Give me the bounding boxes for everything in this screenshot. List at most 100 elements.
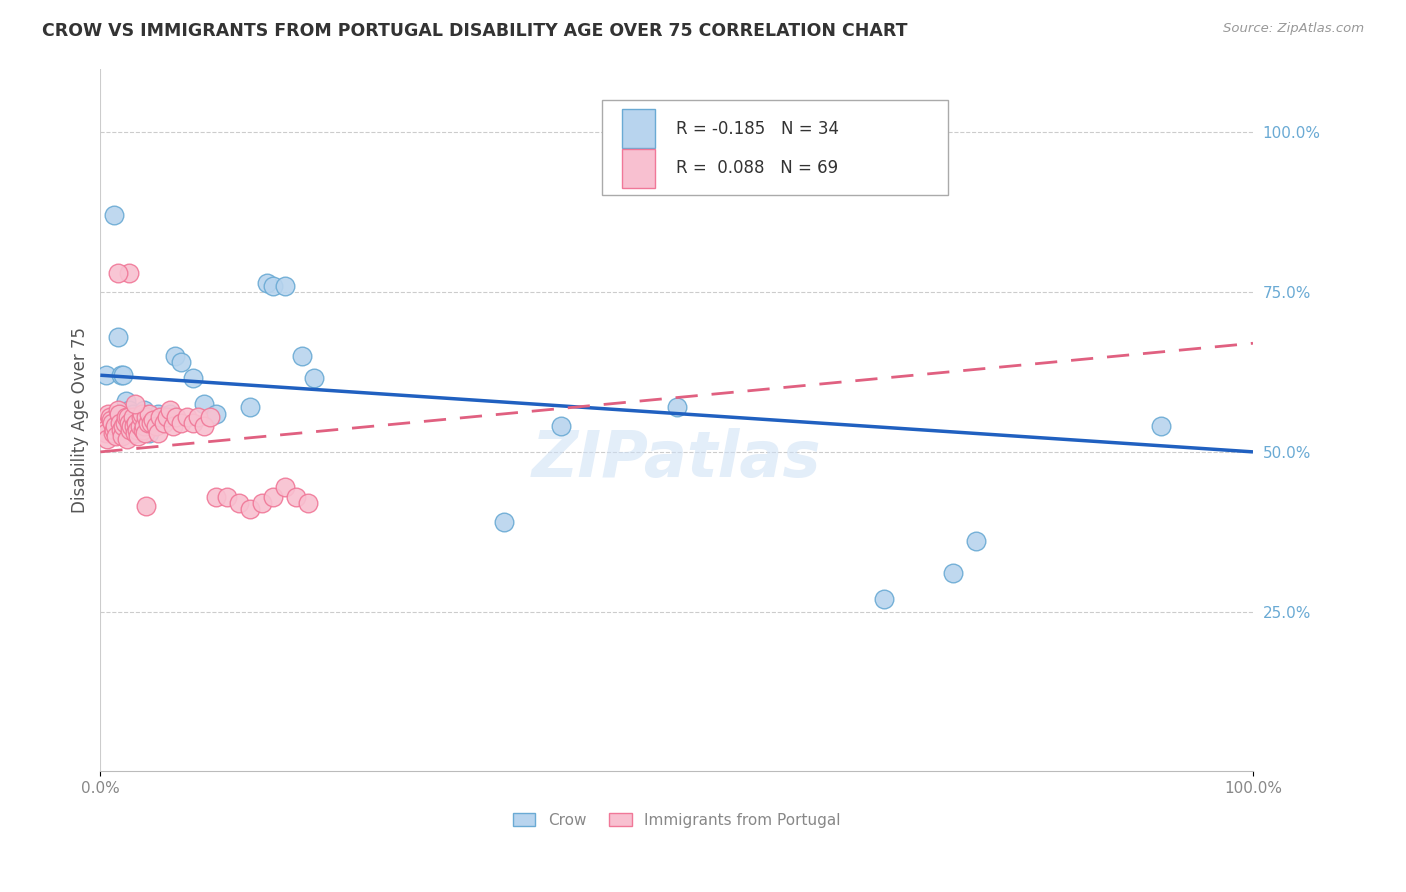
- Point: [127, 429, 149, 443]
- Point: [135, 499, 157, 513]
- Point: [145, 419, 167, 434]
- Point: [193, 397, 215, 411]
- Text: R =  0.088   N = 69: R = 0.088 N = 69: [675, 160, 838, 178]
- Point: [291, 349, 314, 363]
- Point: [129, 423, 152, 437]
- Point: [125, 416, 148, 430]
- Point: [124, 397, 146, 411]
- Point: [94, 423, 117, 437]
- Point: [118, 266, 141, 280]
- Point: [111, 429, 134, 443]
- Point: [162, 419, 184, 434]
- Point: [204, 490, 226, 504]
- Point: [138, 407, 160, 421]
- Point: [550, 419, 572, 434]
- Point: [198, 409, 221, 424]
- Point: [665, 400, 688, 414]
- Point: [110, 368, 132, 383]
- Point: [124, 425, 146, 440]
- Point: [297, 496, 319, 510]
- Point: [128, 419, 150, 434]
- Point: [118, 403, 141, 417]
- Point: [204, 407, 226, 421]
- Point: [256, 276, 278, 290]
- Point: [217, 490, 239, 504]
- Bar: [623, 149, 655, 188]
- Text: R = -0.185   N = 34: R = -0.185 N = 34: [675, 120, 838, 137]
- Point: [127, 425, 149, 440]
- Point: [873, 591, 896, 606]
- Point: [193, 419, 215, 434]
- Y-axis label: Disability Age Over 75: Disability Age Over 75: [72, 327, 89, 513]
- Point: [101, 416, 124, 430]
- Point: [165, 409, 187, 424]
- Point: [136, 416, 159, 430]
- Point: [274, 480, 297, 494]
- Point: [129, 409, 152, 424]
- Point: [118, 416, 141, 430]
- Point: [98, 409, 121, 424]
- Point: [181, 371, 204, 385]
- Point: [103, 209, 125, 223]
- Point: [105, 429, 128, 443]
- Point: [142, 413, 165, 427]
- Point: [138, 425, 160, 440]
- Point: [135, 409, 157, 424]
- Point: [274, 278, 297, 293]
- Point: [96, 432, 118, 446]
- Point: [108, 416, 131, 430]
- Point: [146, 425, 169, 440]
- Point: [156, 409, 179, 424]
- Point: [94, 368, 117, 383]
- Point: [121, 407, 143, 421]
- Point: [134, 419, 156, 434]
- Point: [100, 413, 122, 427]
- Point: [94, 425, 117, 440]
- Point: [112, 419, 135, 434]
- Point: [114, 393, 136, 408]
- Point: [134, 403, 156, 417]
- Point: [152, 416, 174, 430]
- Point: [492, 515, 515, 529]
- Point: [159, 403, 181, 417]
- Point: [139, 416, 162, 430]
- Point: [965, 534, 987, 549]
- Point: [239, 502, 262, 516]
- Point: [187, 409, 209, 424]
- Point: [107, 330, 129, 344]
- Point: [107, 266, 129, 280]
- Point: [121, 409, 143, 424]
- Point: [942, 566, 965, 581]
- Point: [91, 419, 114, 434]
- Point: [176, 409, 198, 424]
- Point: [120, 423, 142, 437]
- Point: [165, 349, 187, 363]
- Point: [170, 416, 193, 430]
- Point: [250, 496, 273, 510]
- Point: [170, 355, 193, 369]
- Point: [285, 490, 308, 504]
- Point: [101, 425, 124, 440]
- Text: CROW VS IMMIGRANTS FROM PORTUGAL DISABILITY AGE OVER 75 CORRELATION CHART: CROW VS IMMIGRANTS FROM PORTUGAL DISABIL…: [42, 22, 908, 40]
- Point: [159, 407, 181, 421]
- Point: [134, 425, 156, 440]
- Point: [114, 416, 136, 430]
- Point: [181, 416, 204, 430]
- Point: [262, 490, 284, 504]
- FancyBboxPatch shape: [602, 100, 948, 195]
- Point: [104, 419, 127, 434]
- Point: [302, 371, 325, 385]
- Point: [146, 407, 169, 421]
- Point: [127, 423, 149, 437]
- Point: [135, 409, 157, 424]
- Point: [103, 423, 125, 437]
- Point: [149, 409, 172, 424]
- Point: [131, 407, 153, 421]
- Point: [112, 368, 135, 383]
- Point: [132, 423, 155, 437]
- Point: [110, 423, 132, 437]
- Point: [97, 407, 120, 421]
- Point: [262, 278, 284, 293]
- Point: [107, 403, 129, 417]
- Point: [239, 400, 262, 414]
